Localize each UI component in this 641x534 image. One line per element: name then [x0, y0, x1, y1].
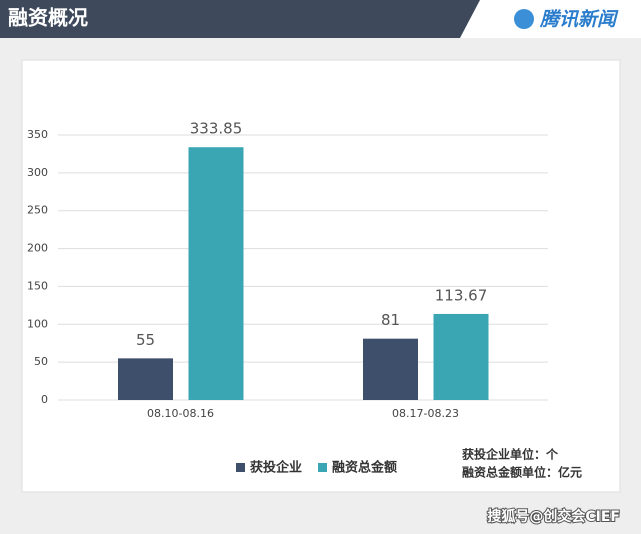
x-tick-label: 08.17-08.23 [392, 407, 459, 420]
value-label: 81 [381, 311, 400, 329]
value-label: 333.85 [190, 120, 243, 138]
brand: 腾讯新闻 [539, 9, 619, 31]
brand-panel [460, 0, 641, 38]
legend-label: 融资总金额 [332, 460, 397, 476]
legend-swatch [318, 463, 328, 472]
bar [188, 147, 244, 400]
y-tick-label: 200 [27, 242, 48, 255]
y-tick-label: 100 [27, 317, 48, 330]
source: 搜狐号@创交会CIEF [487, 508, 620, 525]
y-tick-label: 0 [41, 393, 48, 406]
y-tick-label: 150 [27, 279, 48, 292]
chart-title: 融资概况 [8, 6, 88, 30]
y-tick-label: 50 [34, 355, 48, 368]
bar [118, 358, 173, 400]
value-label: 55 [136, 331, 155, 349]
chart-panel [21, 59, 621, 493]
x-tick-label: 08.10-08.16 [147, 407, 214, 420]
unit-note: 获投企业单位：个 [461, 447, 559, 462]
bar [363, 338, 418, 400]
legend-label: 获投企业 [250, 460, 302, 476]
unit-note: 融资总金额单位：亿元 [462, 465, 582, 480]
value-label: 113.67 [435, 286, 488, 304]
y-tick-label: 300 [27, 166, 48, 179]
y-tick-label: 250 [27, 204, 48, 217]
bar [433, 313, 489, 400]
brand-logo [514, 9, 534, 29]
legend-swatch [236, 463, 245, 472]
y-tick-label: 350 [27, 128, 48, 141]
